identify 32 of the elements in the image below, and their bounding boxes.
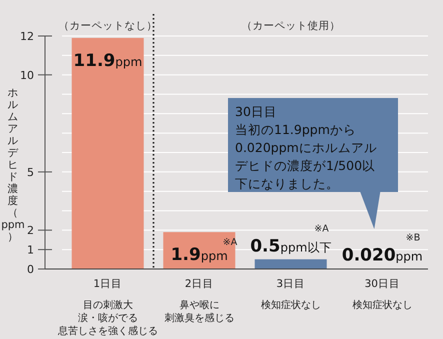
x-tick-label: 2日目	[184, 278, 214, 290]
text: 刺激臭を感じる	[164, 312, 234, 324]
annotation: 30日目	[235, 104, 277, 119]
data-label: 0.5ppm以下	[250, 236, 332, 256]
data-label: 0.020ppm	[342, 246, 423, 266]
y-tick-label: 12	[20, 30, 34, 43]
text: 検知症状なし	[260, 299, 321, 311]
text: （カーペット使用）	[241, 20, 340, 32]
y-tick-label: 5	[27, 166, 34, 179]
annotation: 0.020ppmにホルムアル	[235, 140, 377, 155]
bar	[72, 38, 144, 269]
text: 鼻や喉に	[179, 299, 220, 311]
text: （カーペットなし）	[58, 20, 158, 32]
y-tick-label: 0	[27, 263, 34, 276]
x-tick-label: 30日目	[364, 278, 400, 290]
annotation: 下になりました。	[235, 176, 339, 191]
x-tick-label: 3日目	[276, 278, 306, 290]
bar	[254, 259, 327, 269]
y-tick-label: 10	[20, 68, 34, 82]
text: 目の刺激大	[82, 299, 133, 311]
annotation: デヒドの濃度が1/500以	[235, 158, 376, 173]
text: ホルムアルデヒド濃度（ppm）	[1, 87, 25, 243]
x-tick-label: 1日目	[93, 278, 122, 290]
text: 涙・咳がでる	[78, 312, 138, 324]
annotation: ※A	[314, 223, 330, 234]
annotation: ※B	[406, 232, 420, 244]
y-tick-label: 1	[27, 244, 34, 257]
data-label: 11.9ppm	[73, 50, 142, 71]
annotation: 当初の11.9ppmから	[235, 122, 356, 137]
y-tick-label: 2	[27, 224, 34, 238]
text: 検知症状なし	[352, 299, 412, 311]
text: 息苦しさを強く感じる	[56, 325, 158, 337]
